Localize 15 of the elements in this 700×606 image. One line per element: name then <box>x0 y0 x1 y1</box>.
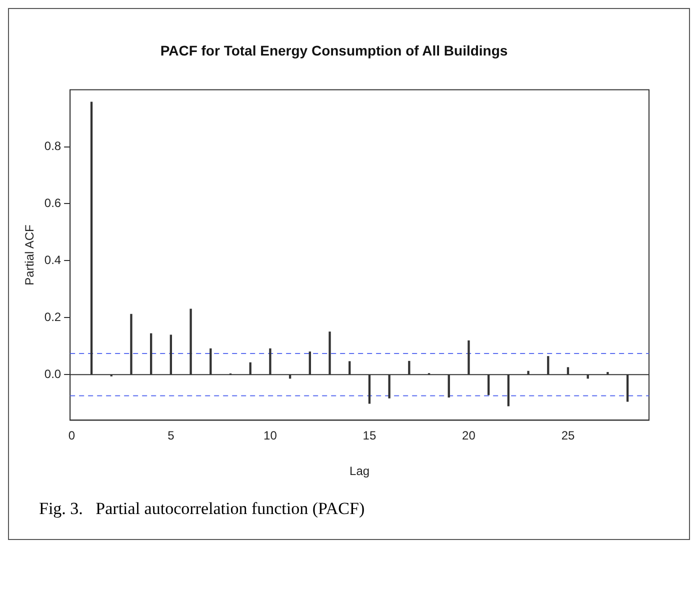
x-tick-label: 10 <box>264 428 278 443</box>
caption: Fig. 3. Partial autocorrelation function (PACF) <box>39 499 366 519</box>
x-tick-label: 0 <box>68 428 76 443</box>
y-tick-label: 0.6 <box>44 196 62 210</box>
x-tick-label: 25 <box>561 428 575 443</box>
y-tick-label: 0.4 <box>44 253 62 268</box>
y-tick-label: 0.8 <box>44 139 62 154</box>
y-axis-title: Partial ACF <box>22 224 37 286</box>
x-tick-label: 20 <box>462 428 476 443</box>
x-tick-label: 5 <box>168 428 175 443</box>
chart-title: PACF for Total Energy Consumption of All Buildings <box>160 42 508 58</box>
y-tick-label: 0.0 <box>44 366 62 381</box>
y-tick-label: 0.2 <box>44 310 62 324</box>
x-axis-title: Lag <box>350 464 370 478</box>
x-tick-label: 15 <box>362 428 376 443</box>
